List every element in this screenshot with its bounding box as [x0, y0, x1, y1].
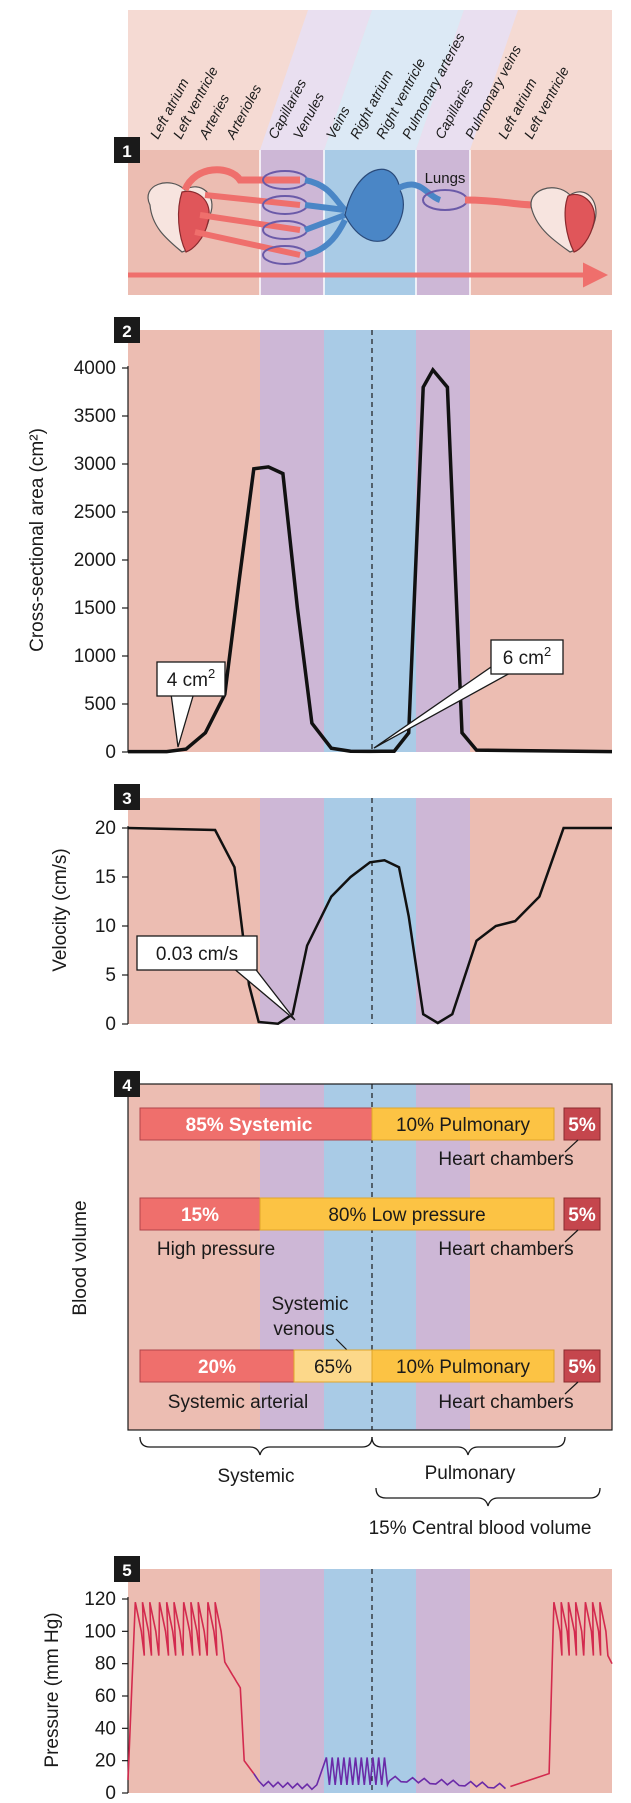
bar-heart-2	[563, 1197, 601, 1231]
panel-3-yticks: 0 5 10 15 20	[95, 818, 129, 1035]
panel2-tick-label-4000: 4000	[74, 358, 116, 379]
bar-high-pressure	[139, 1197, 261, 1231]
panel2-tick-label-0: 0	[105, 742, 116, 763]
bar-low-pressure	[259, 1197, 555, 1231]
brace-systemic-label: Systemic	[217, 1466, 294, 1487]
bar-pulmonary-3	[371, 1349, 555, 1383]
panel-5-ylabel: Pressure (mm Hg)	[42, 1612, 63, 1767]
panel-4-ylabel: Blood volume	[70, 1200, 91, 1315]
bar-systemic-venous-label: 65%	[314, 1357, 352, 1378]
panel-3-ylabel: Velocity (cm/s)	[50, 848, 71, 972]
panel-number-3	[114, 784, 140, 810]
systemic-arterial-label: Systemic arterial	[168, 1392, 308, 1413]
panel-number-4-text: 4	[122, 1076, 132, 1095]
callout-velocity-text: 0.03 cm/s	[156, 944, 238, 965]
bar-pulmonary-3-label: 10% Pulmonary	[396, 1357, 531, 1378]
panel-3-background	[128, 798, 612, 1024]
panel-number-2-text: 2	[122, 322, 131, 341]
panel-2-ylabel: Cross-sectional area (cm²)	[27, 428, 48, 652]
brace-pulmonary	[371, 1436, 566, 1456]
panel3-tick-label-0: 0	[105, 1014, 116, 1035]
bar-heart-3	[563, 1349, 601, 1383]
brace-central-label: 15% Central blood volume	[369, 1518, 592, 1539]
bar-systemic-label: 85% Systemic	[186, 1115, 313, 1136]
panel-number-5-text: 5	[122, 1561, 131, 1580]
panel3-tick-label-20: 20	[95, 818, 116, 839]
heart-icon-right	[530, 187, 597, 253]
bar-heart-3-label: 5%	[568, 1357, 596, 1378]
bar-pulmonary	[371, 1107, 555, 1141]
brace-systemic	[139, 1436, 373, 1456]
panel2-tick-label-3000: 3000	[74, 454, 116, 475]
callout-left	[156, 661, 226, 697]
panel2-tick-label-2000: 2000	[74, 550, 116, 571]
panel3-tick-label-15: 15	[95, 867, 116, 888]
panel-5-background	[128, 1569, 612, 1793]
callout-velocity	[136, 935, 258, 971]
heart-chambers-label-2: Heart chambers	[438, 1239, 573, 1260]
panel-3-velocity: 3 Velocity (cm/s) 0 5 10 15 20 0.03 cm/s	[50, 784, 612, 1035]
bar-heart-2-label: 5%	[568, 1205, 596, 1226]
panel2-tick-label-500: 500	[84, 694, 116, 715]
bar-high-pressure-label: 15%	[181, 1205, 219, 1226]
area-curve	[128, 366, 613, 754]
panel-number-1	[114, 137, 140, 163]
panel2-tick-label-3500: 3500	[74, 406, 116, 427]
callout-right-text: 6 cm2	[503, 644, 551, 669]
systemic-venous-label-1: Systemic	[271, 1294, 348, 1315]
panel-number-5	[114, 1556, 140, 1582]
callout-left-text: 4 cm2	[167, 666, 215, 691]
panel3-tick-label-5: 5	[105, 965, 116, 986]
bar-heart-1	[563, 1107, 601, 1141]
panel-5-pressure: 5 Pressure (mm Hg) 0 20 40 60 80 100 120	[42, 1556, 613, 1803]
heart-chambers-label-1: Heart chambers	[438, 1149, 573, 1170]
callout-right	[490, 639, 564, 675]
brace-central	[375, 1487, 601, 1507]
panel2-tick-label-2500: 2500	[74, 502, 116, 523]
panel-4-blood-volume: 4 Blood volume 85% Systemic 10% Pulmonar…	[70, 1071, 613, 1539]
panel5-tick-label-20: 20	[95, 1751, 116, 1772]
panel5-tick-label-100: 100	[84, 1621, 116, 1642]
bar-low-pressure-label: 80% Low pressure	[328, 1205, 485, 1226]
panel2-tick-label-1500: 1500	[74, 598, 116, 619]
systemic-venous-label-2: venous	[273, 1319, 334, 1340]
panel5-tick-label-60: 60	[95, 1686, 116, 1707]
panel-number-3-text: 3	[122, 789, 131, 808]
bar-systemic-venous	[293, 1349, 373, 1383]
high-pressure-label: High pressure	[157, 1239, 275, 1260]
pressure-curve-low	[253, 1757, 507, 1791]
panel-5-yticks: 0 20 40 60 80 100 120	[84, 1589, 129, 1803]
panel-2-cross-sectional-area: 2 Cross-sectional area (cm²) 0 500 1000 150…	[27, 317, 613, 763]
lungs-label: Lungs	[425, 170, 466, 187]
panel2-tick-label-1000: 1000	[74, 646, 116, 667]
panel5-tick-label-0: 0	[105, 1783, 116, 1803]
brace-pulmonary-label: Pulmonary	[425, 1463, 516, 1484]
panel-number-1-text: 1	[122, 142, 131, 161]
pressure-curve-right	[510, 1602, 613, 1788]
panel5-tick-label-80: 80	[95, 1654, 116, 1675]
panel5-tick-label-120: 120	[84, 1589, 116, 1610]
pressure-curve	[127, 1602, 255, 1781]
bar-systemic-arterial-label: 20%	[198, 1357, 236, 1378]
heart-chambers-label-3: Heart chambers	[438, 1392, 573, 1413]
bar-heart-1-label: 5%	[568, 1115, 596, 1136]
panel5-tick-label-40: 40	[95, 1718, 116, 1739]
bar-systemic	[139, 1107, 373, 1141]
panel-number-4	[114, 1071, 140, 1097]
bar-pulmonary-label: 10% Pulmonary	[396, 1115, 531, 1136]
panel-2-yticks: 0 500 1000 1500 2000 2500 3000 3500 4000	[74, 358, 129, 763]
panel3-tick-label-10: 10	[95, 916, 116, 937]
velocity-curve	[127, 826, 612, 1025]
panel-number-2	[114, 317, 140, 343]
